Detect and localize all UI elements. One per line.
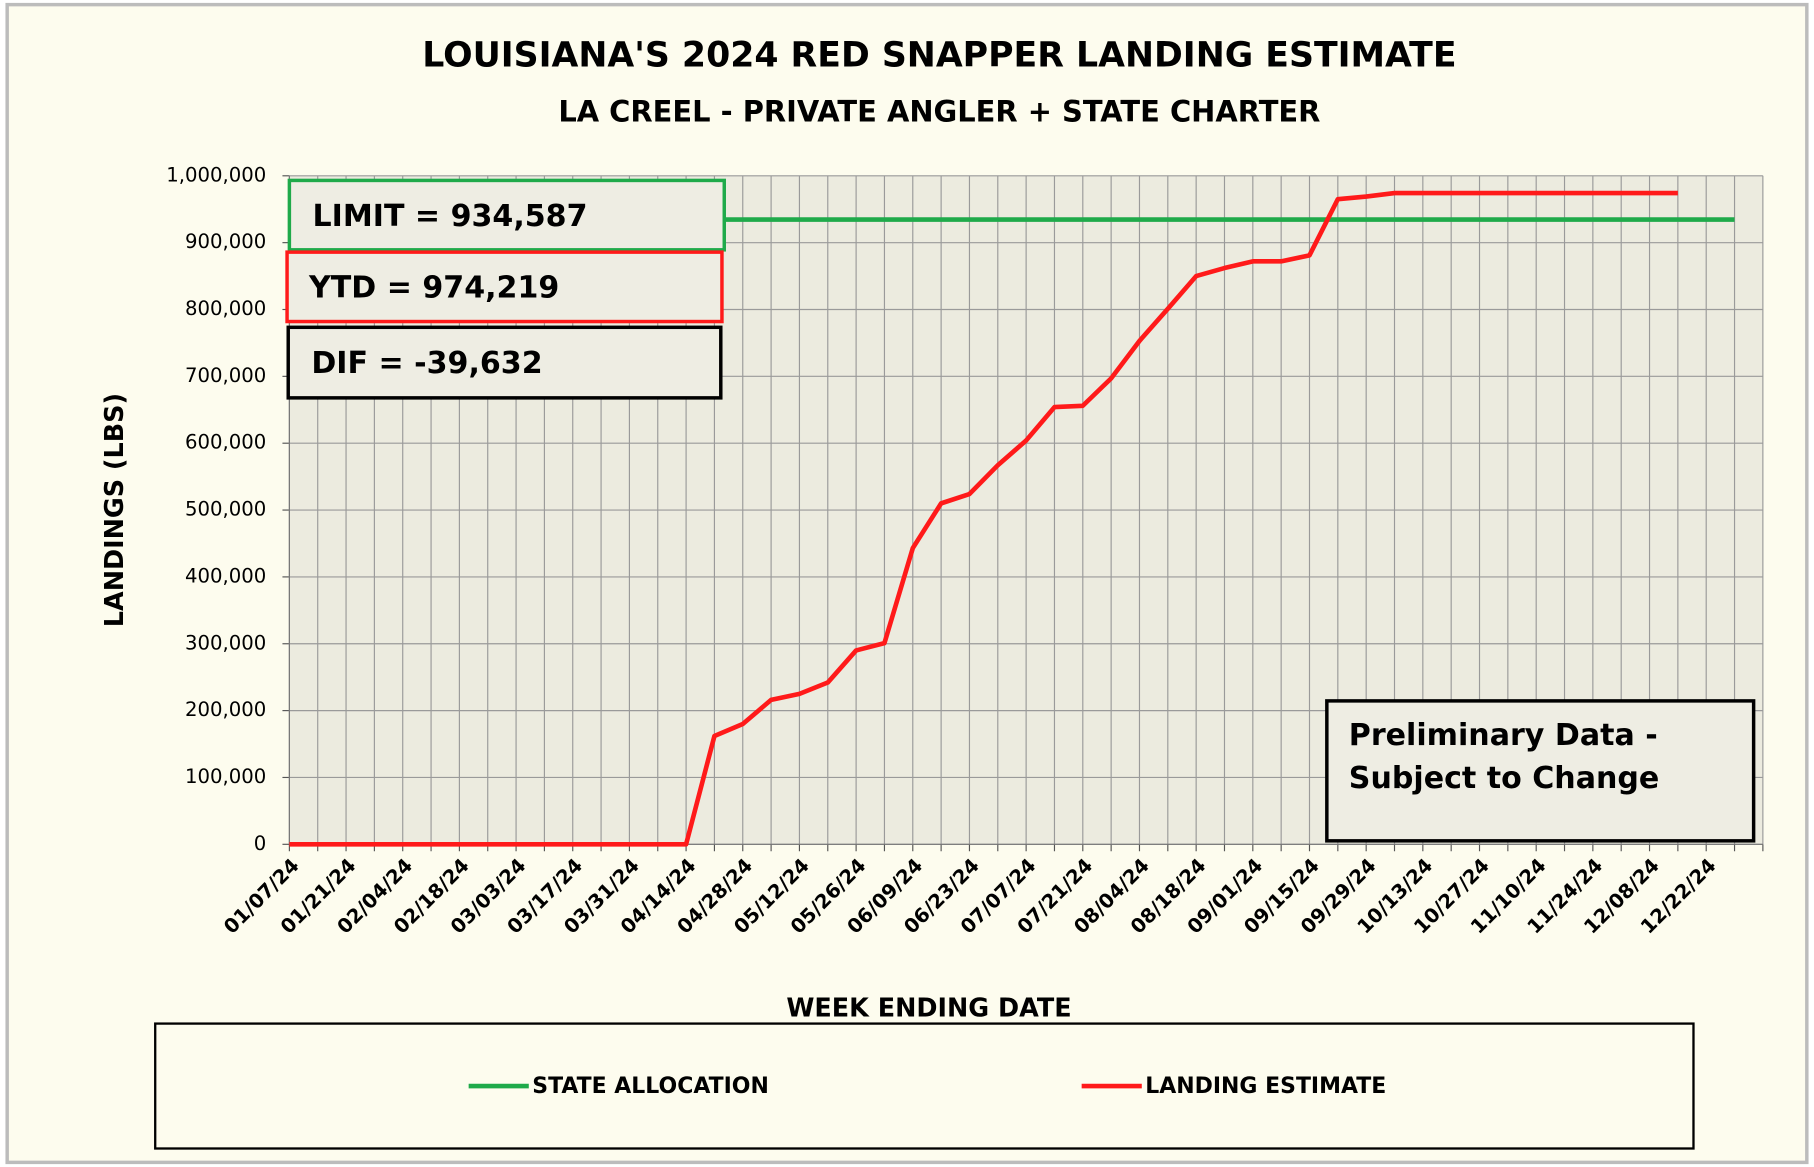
y-tick-label: 400,000 [185,564,266,587]
y-tick-label: 800,000 [185,297,266,320]
limit-label: LIMIT = 934,587 [313,199,588,234]
note-line: Subject to Change [1349,761,1659,796]
y-tick-label: 700,000 [185,364,266,387]
legend-label: STATE ALLOCATION [532,1074,769,1099]
legend-box [154,1022,1695,1150]
series-line [289,190,1678,847]
ytd-label: YTD = 974,219 [308,271,559,306]
chart-subtitle: LA CREEL - PRIVATE ANGLER + STATE CHARTE… [558,94,1320,128]
dif-label: DIF = -39,632 [311,346,542,381]
y-tick-label: 100,000 [185,765,266,788]
note-line: Preliminary Data - [1349,718,1658,753]
note-box [1325,699,1756,843]
y-tick-label: 600,000 [185,431,266,454]
y-tick-label: 500,000 [185,498,266,521]
limit-box [287,178,726,252]
chart-title: LOUISIANA'S 2024 RED SNAPPER LANDING EST… [422,36,1456,76]
legend-label: LANDING ESTIMATE [1145,1074,1386,1099]
y-tick-label: 0 [254,832,267,855]
x-axis-title: WEEK ENDING DATE [786,993,1071,1023]
y-tick-label: 1,000,000 [166,163,266,186]
y-tick-label: 200,000 [185,698,266,721]
y-tick-label: 900,000 [185,230,266,253]
y-axis-title: LANDINGS (LBS) [99,393,129,627]
dif-box [286,325,723,400]
y-tick-label: 300,000 [185,631,266,654]
ytd-box [285,250,724,324]
